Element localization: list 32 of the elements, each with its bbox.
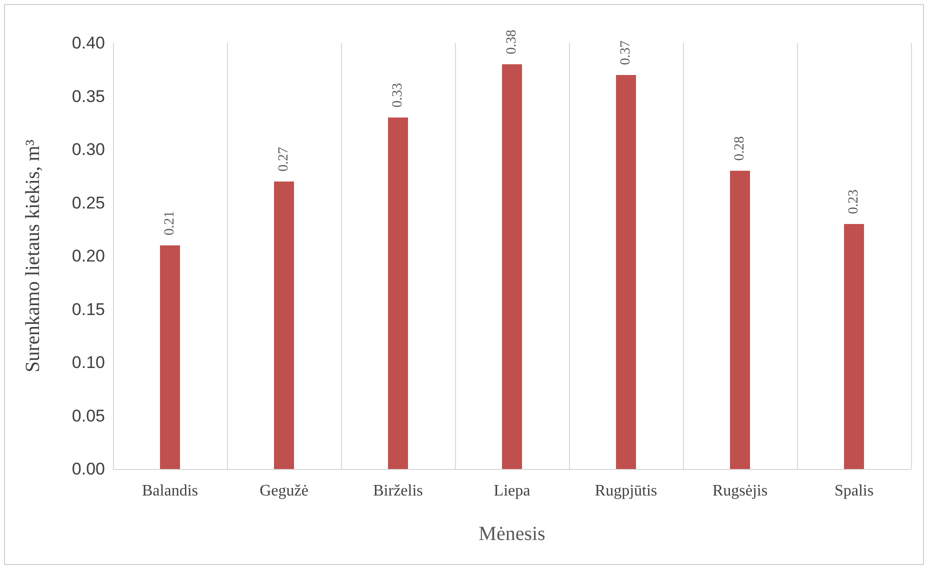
bar — [844, 224, 864, 469]
data-label: 0.38 — [504, 30, 520, 54]
y-tick-label: 0.30 — [72, 140, 105, 159]
data-label: 0.21 — [162, 210, 178, 236]
y-axis-title: Surenkamo lietaus kiekis, m³ — [22, 140, 44, 372]
y-tick-label: 0.20 — [72, 246, 105, 266]
y-tick-label: 0.15 — [72, 300, 105, 319]
x-axis-title: Mėnesis — [478, 523, 546, 545]
data-label: 0.23 — [846, 190, 862, 214]
y-tick-label: 0.40 — [72, 34, 105, 52]
y-tick-label: 0.10 — [72, 353, 105, 372]
x-tick-label: Birželis — [373, 482, 423, 500]
y-tick-label: 0.05 — [72, 406, 105, 426]
data-label: 0.27 — [276, 146, 292, 172]
y-tick-label: 0.25 — [72, 193, 105, 212]
x-tick-label: Rugpjūtis — [594, 482, 658, 500]
bar — [388, 118, 408, 469]
bar — [502, 64, 522, 469]
x-tick-label: Spalis — [834, 482, 874, 500]
bar — [160, 245, 180, 469]
bar — [730, 170, 750, 469]
y-tick-label: 0.00 — [72, 460, 105, 478]
bar — [274, 181, 294, 469]
data-label: 0.37 — [618, 40, 634, 65]
data-label: 0.28 — [732, 136, 748, 161]
data-label: 0.33 — [390, 83, 406, 108]
bar — [616, 74, 636, 469]
x-tick-label: Balandis — [142, 482, 198, 500]
x-tick-label: Liepa — [494, 482, 530, 500]
x-tick-label: Gegužė — [260, 482, 308, 500]
y-tick-label: 0.35 — [72, 86, 105, 106]
x-tick-label: Rugsėjis — [712, 482, 768, 500]
